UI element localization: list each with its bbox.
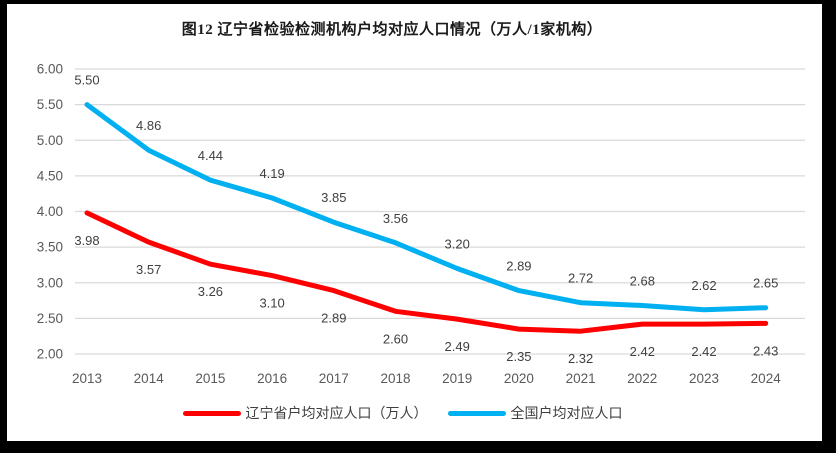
legend-item-national: 全国户均对应人口 (447, 403, 623, 423)
x-axis-tick-label: 2014 (134, 371, 165, 386)
series-line-1 (84, 102, 769, 313)
x-axis-tick-label: 2017 (319, 371, 349, 386)
data-label: 2.32 (568, 351, 593, 366)
x-axis-tick-label: 2021 (566, 371, 596, 386)
data-label: 3.20 (445, 237, 470, 252)
y-axis-tick-label: 5.50 (37, 97, 63, 112)
data-label: 4.44 (198, 148, 223, 163)
y-axis-tick-label: 2.50 (37, 311, 63, 326)
chart-title: 图12 辽宁省检验检测机构户均对应人口情况（万人/1家机构） (181, 22, 603, 38)
x-axis-tick-label: 2023 (689, 371, 719, 386)
data-label: 4.19 (259, 166, 284, 181)
data-label: 2.35 (506, 349, 531, 364)
data-label: 2.89 (321, 311, 346, 326)
data-label: 3.56 (383, 211, 408, 226)
data-label: 3.26 (198, 284, 223, 299)
y-axis-tick-label: 6.00 (37, 62, 63, 77)
blue-line-icon (447, 410, 506, 416)
y-axis-tick-label: 5.00 (37, 133, 63, 148)
y-axis-tick-label: 2.00 (37, 347, 63, 362)
x-axis-tick-label: 2013 (72, 371, 102, 386)
y-axis-tick-label: 4.00 (37, 204, 63, 219)
data-label: 2.42 (630, 344, 655, 359)
chart-canvas: 图12 辽宁省检验检测机构户均对应人口情况（万人/1家机构） 6.00 5.50 5… (7, 4, 822, 441)
x-axis-tick-label: 2020 (504, 371, 534, 386)
data-label: 2.89 (506, 259, 531, 274)
x-axis-tick-label: 2024 (751, 371, 782, 386)
data-label: 3.98 (74, 233, 99, 248)
data-label: 2.49 (445, 339, 470, 354)
chart-legend: 辽宁省户均对应人口（万人） 全国户均对应人口 (0, 403, 810, 423)
data-label: 3.57 (136, 262, 161, 277)
data-label: 2.68 (630, 274, 655, 289)
x-axis-tick-label: 2016 (257, 371, 287, 386)
legend-label-national: 全国户均对应人口 (510, 405, 623, 421)
x-axis-tick-label: 2018 (380, 371, 410, 386)
series-line-0 (84, 210, 769, 334)
line-chart: 6.00 5.50 5.00 4.50 4.00 3.50 3.00 2.50 2.00 2013… (37, 62, 805, 386)
data-label: 2.60 (383, 331, 408, 346)
y-axis-tick-label: 4.50 (37, 168, 63, 183)
x-axis-tick-label: 2019 (442, 371, 472, 386)
y-axis-tick-label: 3.00 (37, 275, 63, 290)
data-label: 4.86 (136, 118, 161, 133)
data-label: 3.10 (259, 296, 284, 311)
y-axis-tick-label: 3.50 (37, 240, 63, 255)
legend-label-liaoning: 辽宁省户均对应人口（万人） (245, 405, 428, 421)
data-label: 2.62 (691, 278, 716, 293)
red-line-icon (182, 410, 241, 416)
data-label: 2.42 (691, 344, 716, 359)
data-label: 3.85 (321, 190, 346, 205)
x-axis-tick-label: 2022 (627, 371, 657, 386)
data-label: 5.50 (74, 73, 99, 88)
x-axis-tick-label: 2015 (195, 371, 225, 386)
data-label: 2.65 (753, 276, 778, 291)
data-label: 2.72 (568, 271, 593, 286)
data-label: 2.43 (753, 343, 778, 358)
legend-item-liaoning: 辽宁省户均对应人口（万人） (182, 403, 428, 423)
